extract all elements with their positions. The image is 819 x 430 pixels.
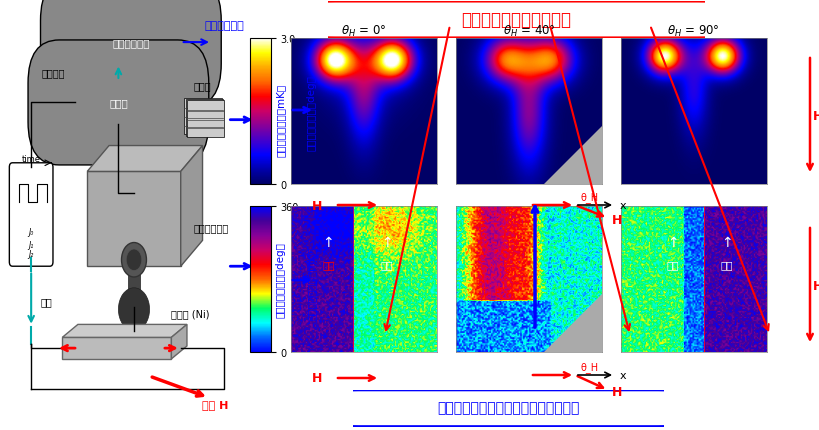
Polygon shape (87, 146, 202, 172)
Text: 参照信号: 参照信号 (41, 68, 65, 78)
Text: ロックイン位相（deg）: ロックイン位相（deg） (275, 242, 285, 317)
Text: θ_H: θ_H (580, 361, 599, 372)
Text: ロックイン振幅（mK）: ロックイン振幅（mK） (306, 246, 317, 319)
Bar (187, 101, 224, 138)
Text: x: x (619, 370, 626, 380)
Text: H: H (311, 199, 322, 212)
Circle shape (121, 243, 147, 277)
Polygon shape (544, 293, 602, 352)
Text: x: x (619, 200, 626, 211)
Text: 吸熱: 吸熱 (380, 259, 392, 269)
Text: フーリエ解析: フーリエ解析 (204, 21, 244, 31)
Text: 発熱: 発熱 (719, 259, 732, 269)
Text: ↑: ↑ (322, 235, 333, 249)
Text: H: H (311, 372, 322, 384)
FancyBboxPatch shape (40, 0, 221, 108)
Polygon shape (62, 338, 171, 359)
Text: 磁性体 (Ni): 磁性体 (Ni) (171, 308, 210, 318)
Text: 解析システム: 解析システム (112, 38, 149, 48)
Text: J₁: J₁ (29, 241, 34, 249)
Polygon shape (171, 325, 187, 359)
FancyBboxPatch shape (316, 2, 716, 39)
FancyBboxPatch shape (343, 390, 672, 427)
Text: 磁場 H: 磁場 H (201, 399, 228, 409)
Bar (128, 262, 140, 305)
FancyBboxPatch shape (9, 163, 53, 267)
Text: J₀: J₀ (29, 228, 34, 236)
Text: ロックイン振幅（mK）: ロックイン振幅（mK） (275, 84, 285, 157)
Text: 電流源: 電流源 (109, 98, 128, 108)
Text: H: H (611, 386, 622, 399)
Bar (184, 98, 221, 135)
Text: H: H (812, 109, 819, 122)
Text: ↑: ↑ (720, 235, 731, 249)
Polygon shape (62, 325, 187, 338)
Polygon shape (544, 126, 602, 184)
Title: $\theta_{H}$ = 90°: $\theta_{H}$ = 90° (667, 24, 719, 39)
Text: H: H (611, 214, 622, 227)
Title: $\theta_{H}$ = 0°: $\theta_{H}$ = 0° (341, 24, 387, 39)
Text: 電流: 電流 (40, 296, 52, 306)
Bar (185, 100, 223, 136)
Text: 熱画像: 熱画像 (193, 81, 211, 91)
Text: H: H (812, 279, 819, 292)
Text: J₂: J₂ (29, 249, 34, 258)
Text: ロックイン位相（deg）: ロックイン位相（deg） (306, 75, 317, 150)
Text: ↑: ↑ (666, 235, 677, 249)
Circle shape (118, 288, 149, 331)
Polygon shape (180, 146, 202, 267)
Text: time: time (21, 154, 41, 163)
Text: θ_H: θ_H (580, 192, 599, 203)
Text: 異方性磁気ペルチェ効果: 異方性磁気ペルチェ効果 (461, 11, 571, 29)
Title: $\theta_{H}$ = 40°: $\theta_{H}$ = 40° (502, 24, 554, 39)
Text: プレーナーエッチングスハウゼン効果: プレーナーエッチングスハウゼン効果 (437, 401, 579, 415)
Polygon shape (87, 172, 180, 267)
Text: ↑: ↑ (381, 235, 392, 249)
FancyBboxPatch shape (28, 41, 209, 166)
Text: 吸熱: 吸熱 (666, 259, 678, 269)
Circle shape (126, 249, 142, 271)
Text: 発熱: 発熱 (322, 259, 334, 269)
Text: 赤外線カメラ: 赤外線カメラ (193, 223, 229, 233)
